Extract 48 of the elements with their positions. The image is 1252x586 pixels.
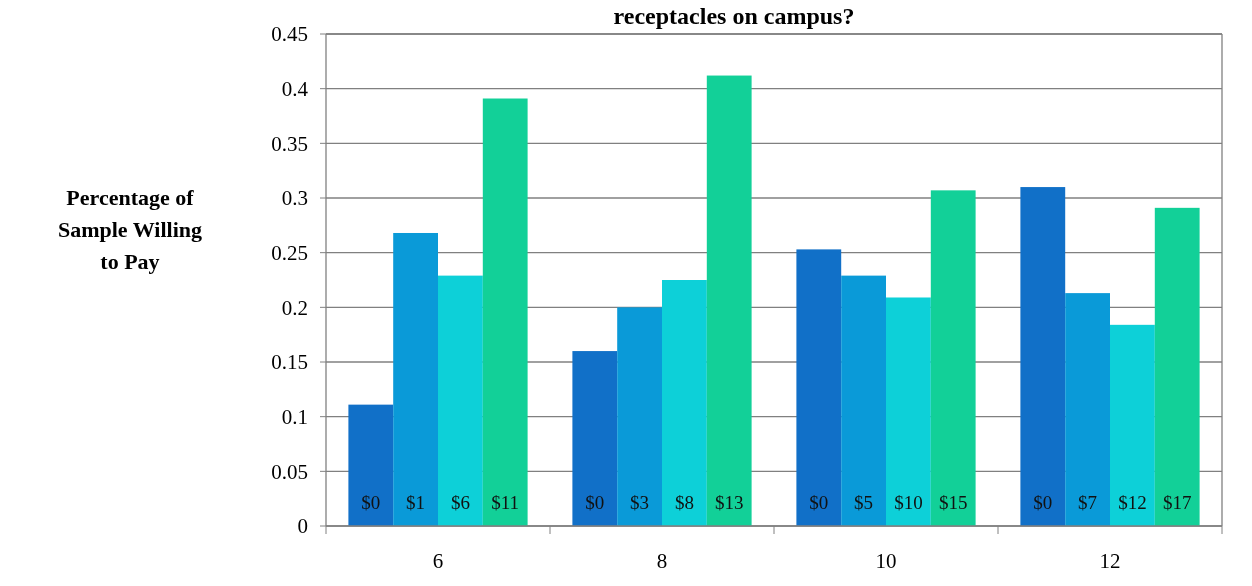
bar [1154,207,1200,526]
bar [617,307,662,526]
bar [841,275,886,526]
annotation: $13 [714,492,744,513]
annotation: $11 [491,492,520,513]
bar [1020,187,1066,526]
x-tick-label: 8 [656,549,668,573]
annotation: $12 [1118,492,1147,513]
x-tick-label: 12 [1099,549,1121,573]
bar [1110,324,1155,526]
annotation: $0 [809,492,829,513]
bar [1065,293,1110,526]
x-tick-label: 10 [875,549,897,573]
chart-title: receptacles on campus? [613,3,855,29]
y-tick-label: 0.3 [281,186,308,211]
bar [706,75,752,526]
annotation: $5 [854,492,874,513]
y-tick-label: 0.15 [271,350,308,375]
bar [572,351,618,526]
annotation: $17 [1162,492,1192,513]
y-tick-label: 0.4 [281,77,309,102]
bar [930,190,976,526]
x-tick-label: 6 [432,549,444,573]
bar [796,249,842,526]
y-tick-label: 0 [297,514,308,539]
annotation: $3 [630,492,650,513]
y-tick-label: 0.25 [271,241,308,266]
y-tick-label: 0.1 [281,405,308,430]
y-tick-label: 0.35 [271,131,308,156]
bar [482,98,528,526]
y-tick-label: 0.05 [271,459,308,484]
bar [662,280,707,526]
bar [886,297,931,526]
annotation: $10 [894,492,923,513]
annotation: $8 [674,492,694,513]
annotation: $15 [938,492,968,513]
bar [348,404,394,526]
y-tick-label: 0.45 [271,22,308,47]
bar [393,232,438,526]
bar [438,275,483,526]
y-axis-title: Percentage of Sample Willing to Pay [57,185,203,274]
annotation: $6 [450,492,470,513]
annotation: $7 [1078,492,1098,513]
y-tick-label: 0.2 [281,295,308,320]
annotation: $1 [406,492,426,513]
annotation: $0 [1033,492,1053,513]
annotation: $0 [585,492,605,513]
annotation: $0 [361,492,381,513]
